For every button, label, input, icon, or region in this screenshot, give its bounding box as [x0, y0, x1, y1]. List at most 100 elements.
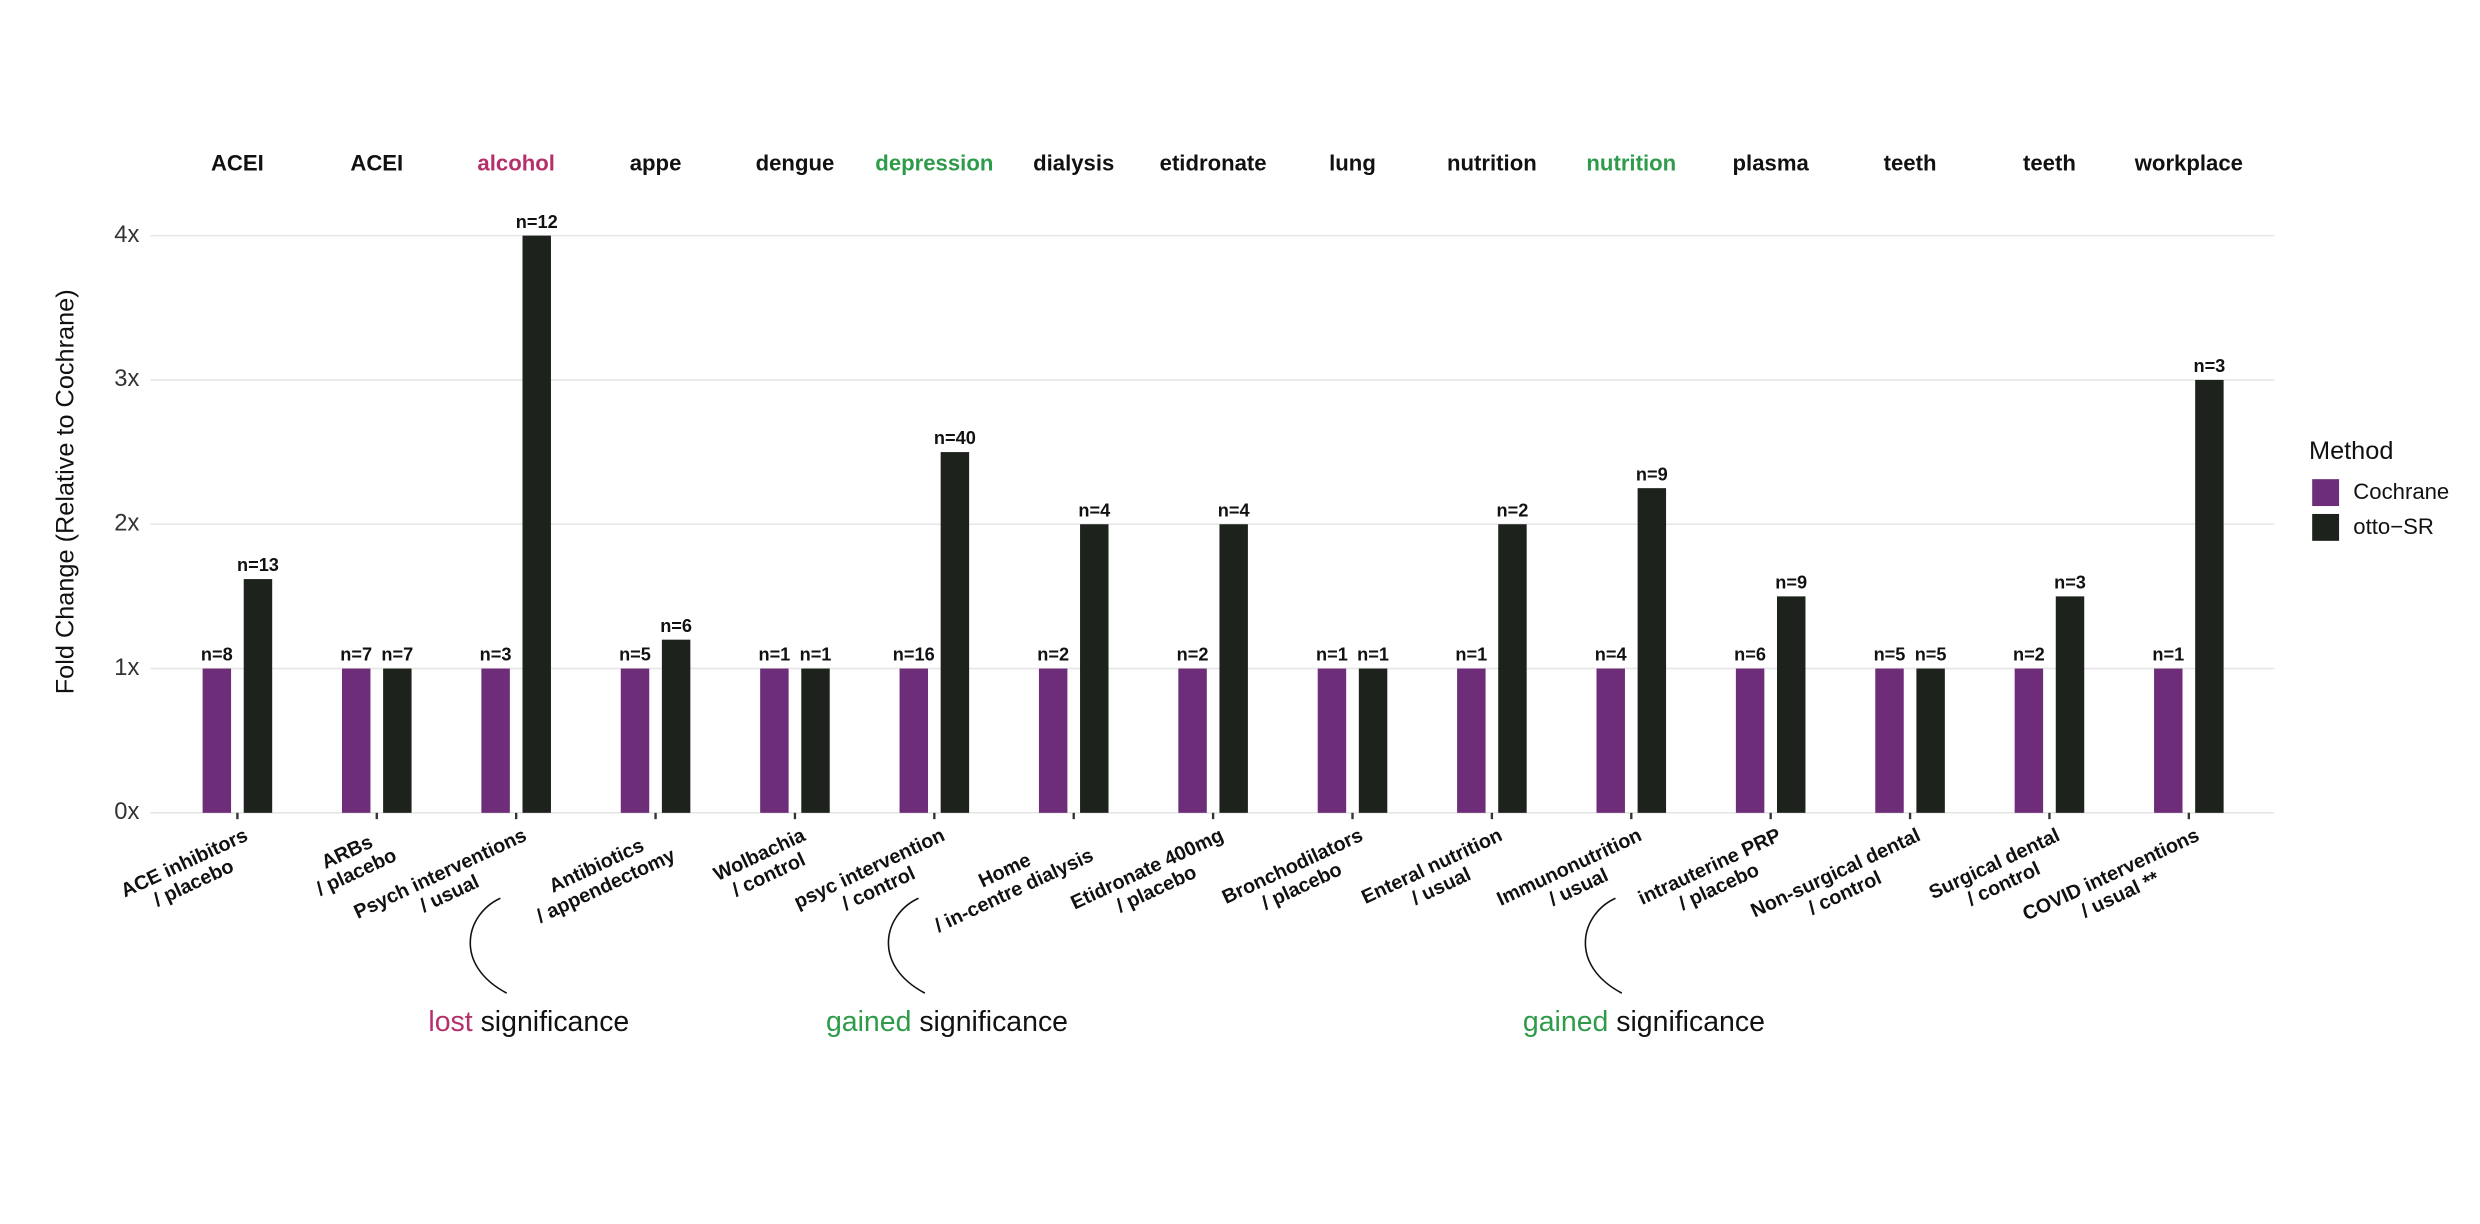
panel-label: teeth [1884, 150, 1937, 175]
bar [661, 639, 691, 813]
annotation: gained significance [826, 1006, 1068, 1038]
bar-count-label: n=16 [893, 645, 935, 665]
annotation: lost significance [428, 1006, 629, 1038]
bar [801, 668, 830, 813]
panel-label: dialysis [1033, 150, 1114, 175]
bar-count-label: n=5 [1874, 645, 1906, 665]
bar-count-label: n=1 [800, 645, 832, 665]
bar-count-label: n=1 [758, 645, 790, 665]
bar-count-label: n=3 [2054, 573, 2086, 593]
y-tick-label: 1x [114, 655, 139, 681]
bar-count-label: n=6 [660, 616, 692, 636]
panel-label: nutrition [1447, 150, 1537, 175]
annotation-highlight: gained [826, 1006, 911, 1038]
bar [1637, 488, 1667, 813]
bar [2154, 668, 2183, 813]
bar-count-label: n=40 [934, 428, 976, 448]
annotation-curve [1584, 897, 1623, 994]
bar-count-label: n=1 [1455, 645, 1487, 665]
bar-count-label: n=2 [1177, 645, 1209, 665]
bar-count-label: n=4 [1218, 500, 1251, 520]
bar-count-label: n=9 [1775, 573, 1807, 593]
bar [1735, 668, 1765, 813]
y-tick-label: 4x [114, 222, 139, 248]
bar-count-label: n=3 [2193, 356, 2225, 376]
bar [620, 668, 650, 813]
panel-label: plasma [1733, 150, 1810, 175]
legend-label: otto−SR [2353, 514, 2434, 539]
bar [1178, 668, 1207, 813]
annotation-curve [887, 897, 926, 994]
y-axis-title: Fold Change (Relative to Cochrane) [51, 289, 79, 694]
annotation-text: significance [919, 1006, 1068, 1038]
bar [940, 452, 970, 813]
bar [1038, 668, 1068, 813]
legend-title: Method [2309, 437, 2393, 465]
legend-swatch [2312, 513, 2340, 541]
bar-count-label: n=3 [480, 645, 512, 665]
bar [1916, 668, 1945, 813]
bar-count-label: n=6 [1734, 645, 1766, 665]
y-tick-label: 0x [114, 799, 139, 825]
annotation: gained significance [1523, 1006, 1765, 1038]
bar-count-label: n=9 [1636, 464, 1668, 484]
bar [1317, 668, 1347, 813]
panel-label: ACEI [211, 150, 264, 175]
bar [2014, 668, 2044, 813]
y-tick-label: 2x [114, 510, 139, 536]
bar [1596, 668, 1625, 813]
bar [341, 668, 371, 813]
panel-label: alcohol [477, 150, 554, 175]
bar [522, 235, 551, 813]
bar [202, 668, 232, 813]
bar-count-label: n=8 [201, 645, 233, 665]
panel-label: teeth [2023, 150, 2076, 175]
legend-swatch [2312, 479, 2340, 507]
bar [243, 579, 273, 813]
bar-count-label: n=4 [1595, 645, 1628, 665]
annotation-curve [469, 897, 508, 994]
bar-count-label: n=1 [2152, 645, 2184, 665]
bar [1080, 524, 1109, 813]
panel-label: depression [875, 150, 993, 175]
bar-count-label: n=2 [1037, 645, 1069, 665]
bar [1457, 668, 1486, 813]
annotation-highlight: gained [1523, 1006, 1608, 1038]
bar [2055, 596, 2085, 813]
panel-label: nutrition [1586, 150, 1676, 175]
bar-count-label: n=2 [2013, 645, 2045, 665]
bar-count-label: n=5 [619, 645, 651, 665]
annotation-highlight: lost [428, 1006, 472, 1038]
bar [1219, 524, 1248, 813]
bar [2195, 379, 2224, 813]
bar-count-label: n=1 [1357, 645, 1389, 665]
panel-label: ACEI [350, 150, 403, 175]
bar [1498, 524, 1527, 813]
annotation-text: significance [481, 1006, 630, 1038]
bar [383, 668, 412, 813]
bar-count-label: n=2 [1497, 500, 1529, 520]
bar [1776, 596, 1806, 813]
annotation-text: significance [1616, 1006, 1765, 1038]
bar-count-label: n=13 [237, 555, 279, 575]
bar-count-label: n=7 [381, 645, 413, 665]
bar-count-label: n=7 [340, 645, 372, 665]
bar-count-label: n=12 [516, 212, 558, 232]
panel-label: lung [1329, 150, 1376, 175]
bar-count-label: n=5 [1915, 645, 1947, 665]
bar [481, 668, 510, 813]
bar-count-label: n=1 [1316, 645, 1348, 665]
bar [1358, 668, 1388, 813]
bar [1875, 668, 1904, 813]
legend-label: Cochrane [2353, 479, 2449, 504]
y-tick-label: 3x [114, 366, 139, 392]
bar-count-label: n=4 [1078, 500, 1111, 520]
bar [899, 668, 929, 813]
panel-label: dengue [756, 150, 835, 175]
bar [760, 668, 789, 813]
panel-label: etidronate [1160, 150, 1267, 175]
panel-label: workplace [2134, 150, 2243, 175]
panel-label: appe [630, 150, 682, 175]
